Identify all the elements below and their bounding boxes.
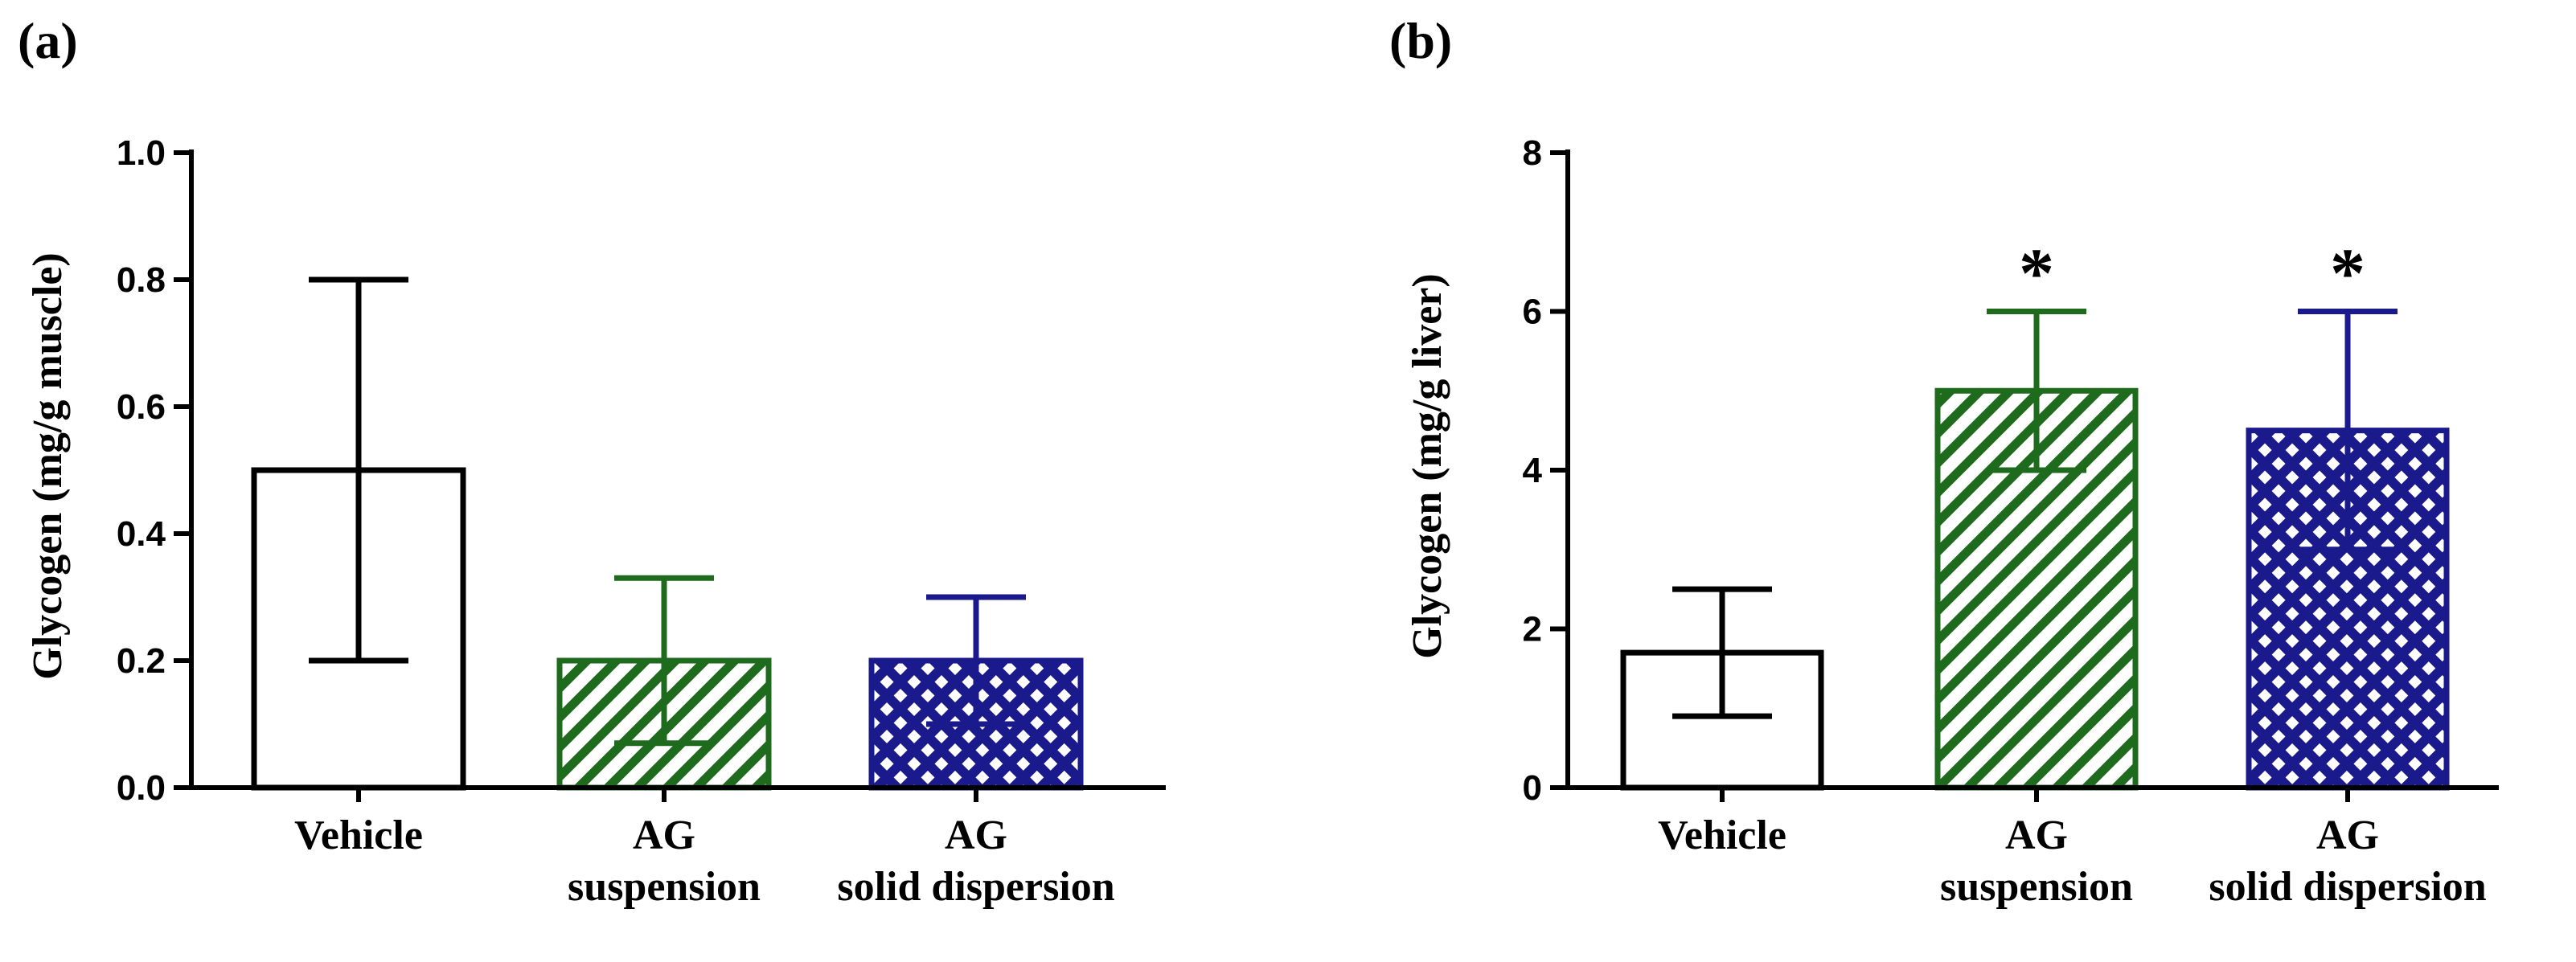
error-bar-a-2	[926, 594, 1026, 727]
y-tick-label-a-5: 1.0	[117, 133, 166, 173]
x-tick-label-b-0-0: Vehicle	[1658, 813, 1786, 858]
error-bar-b-0	[1672, 586, 1772, 719]
y-axis-title-a: Glycogen (mg/g muscle)	[25, 252, 71, 679]
significance-mark-b-2: *	[2330, 235, 2365, 313]
x-tick-label-b-1-1: suspension	[1940, 864, 2133, 910]
x-tick-label-a-0-0: Vehicle	[294, 813, 423, 858]
significance-mark-b-1: *	[2019, 235, 2054, 313]
x-tick-label-b-2-0: AG	[2316, 813, 2379, 858]
x-tick-label-a-2-0: AG	[945, 813, 1007, 858]
y-tick-label-a-1: 0.2	[117, 641, 166, 681]
y-tick-label-b-3: 6	[1523, 293, 1542, 332]
error-bar-b-1	[1987, 309, 2086, 473]
y-tick-label-b-1: 2	[1523, 610, 1542, 649]
bars-b: * *	[1620, 235, 2450, 791]
axes-a	[189, 149, 1166, 790]
y-tick-label-a-2: 0.4	[117, 514, 166, 554]
bars-a	[251, 276, 1084, 791]
chart-panel-a: (a) Glycogen (mg/g muscle) 0.00.20.40.60…	[18, 12, 1166, 910]
x-tick-labels-a: Vehicle AG suspension AG solid dispersion	[294, 788, 1115, 910]
x-tick-label-b-1-0: AG	[2005, 813, 2068, 858]
y-tick-label-a-3: 0.6	[117, 387, 166, 427]
x-tick-label-a-1-0: AG	[633, 813, 695, 858]
y-axis-title-b: Glycogen (mg/g liver)	[1405, 273, 1450, 658]
x-tick-label-a-1-1: suspension	[568, 864, 761, 910]
y-tick-label-b-4: 8	[1523, 133, 1542, 173]
error-bar-a-1	[614, 575, 714, 747]
x-tick-label-a-2-1: solid dispersion	[837, 864, 1114, 910]
y-tick-label-b-2: 4	[1523, 451, 1543, 490]
y-tick-label-b-0: 0	[1523, 768, 1542, 808]
y-tick-label-a-4: 0.8	[117, 260, 166, 300]
y-ticks-a: 0.0 0.2 0.4 0.6 0.8 1.0	[117, 133, 191, 808]
panel-label-a: (a)	[18, 12, 78, 69]
bar-b-0	[1620, 649, 1824, 791]
y-ticks-b: 0 2 4 6 8	[1523, 133, 1568, 808]
x-tick-labels-b: Vehicle AG suspension AG solid dispersion	[1658, 788, 2487, 910]
error-bar-a-0	[309, 276, 408, 664]
panel-label-b: (b)	[1389, 12, 1452, 69]
y-tick-label-a-0: 0.0	[117, 768, 166, 808]
error-bar-b-2	[2298, 309, 2398, 553]
x-tick-label-b-2-1: solid dispersion	[2209, 864, 2486, 910]
